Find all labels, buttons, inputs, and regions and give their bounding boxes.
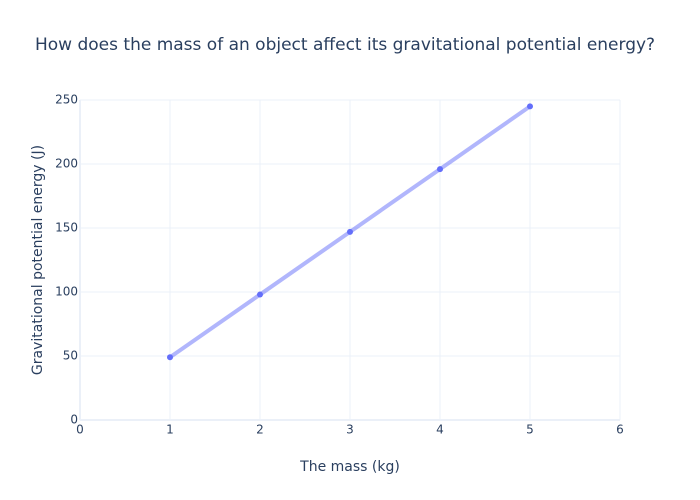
- x-tick-label: 3: [346, 423, 354, 437]
- y-axis-title: Gravitational potential energy (J): [30, 145, 46, 375]
- y-tick-label: 0: [70, 413, 78, 427]
- y-tick-label: 150: [55, 221, 78, 235]
- data-point: [167, 354, 173, 361]
- y-tick-label: 50: [63, 349, 78, 363]
- y-tick-label: 250: [55, 93, 78, 107]
- data-point: [527, 103, 533, 110]
- data-point: [257, 291, 263, 298]
- y-tick-label: 200: [55, 157, 78, 171]
- x-axis-title: The mass (kg): [299, 459, 400, 475]
- data-point: [347, 228, 353, 235]
- x-tick-label: 1: [166, 423, 174, 437]
- data-point: [437, 166, 443, 173]
- x-tick-label: 6: [616, 423, 624, 437]
- x-tick-label: 0: [76, 423, 84, 437]
- chart-title: How does the mass of an object affect it…: [35, 35, 655, 55]
- x-tick-label: 4: [436, 423, 444, 437]
- y-tick-label: 100: [55, 285, 78, 299]
- x-tick-label: 5: [526, 423, 534, 437]
- x-tick-label: 2: [256, 423, 264, 437]
